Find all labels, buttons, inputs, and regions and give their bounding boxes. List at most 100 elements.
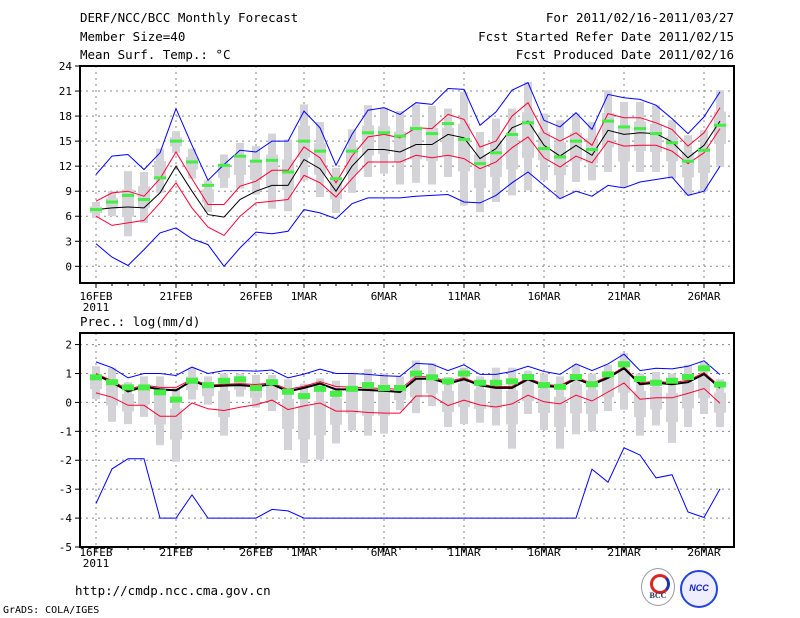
mode-marker	[362, 131, 374, 135]
y-tick-label: 0	[65, 260, 72, 273]
mode-marker	[650, 132, 662, 136]
mode-marker	[346, 149, 358, 153]
ensemble-box	[570, 132, 582, 162]
mode-marker	[666, 377, 678, 384]
mode-marker	[202, 183, 214, 187]
ensemble-box	[698, 147, 710, 173]
forecast-period: For 2011/02/16-2011/03/27	[545, 10, 734, 25]
mode-marker	[666, 141, 678, 145]
ensemble-box	[602, 377, 614, 398]
x-tick-label: 1MAR	[291, 546, 318, 559]
mode-marker	[202, 382, 214, 389]
mode-marker	[234, 154, 246, 158]
ensemble-box	[506, 132, 518, 170]
mode-marker	[458, 370, 470, 377]
mode-marker	[538, 382, 550, 389]
ensemble-box	[714, 111, 726, 144]
mode-marker	[410, 127, 422, 131]
mode-marker	[234, 376, 246, 383]
ensemble-box	[394, 131, 406, 163]
mode-marker	[682, 374, 694, 381]
mode-marker	[154, 176, 166, 180]
mode-marker	[426, 132, 438, 136]
mode-marker	[522, 374, 534, 381]
x-tick-label: 6MAR	[371, 546, 398, 559]
ensemble-box	[650, 123, 662, 152]
mode-marker	[442, 122, 454, 126]
mode-marker	[298, 393, 310, 400]
mode-marker	[410, 370, 422, 377]
ensemble-box	[522, 112, 534, 158]
y-tick-label: 21	[59, 85, 72, 98]
y-tick-label: 24	[59, 60, 73, 73]
mode-marker	[506, 132, 518, 136]
y-tick-label: -3	[59, 483, 72, 496]
ensemble-box	[666, 136, 678, 162]
ensemble-box	[586, 389, 598, 414]
mode-marker	[698, 148, 710, 152]
x-tick-label: 11MAR	[447, 546, 480, 559]
ensemble-box	[346, 389, 358, 414]
x-tick-label: 16FEB	[79, 546, 112, 559]
mode-marker	[682, 159, 694, 163]
y-tick-label: -4	[59, 512, 73, 525]
y-tick-label: 1	[65, 367, 72, 380]
ensemble-box	[346, 147, 358, 174]
mode-marker	[282, 170, 294, 174]
mode-marker	[138, 384, 150, 391]
ensemble-box	[122, 189, 134, 217]
lower-spread-line	[95, 382, 721, 417]
x-tick-label: 6MAR	[371, 290, 398, 303]
mode-marker	[650, 379, 662, 386]
ensemble-box	[234, 155, 246, 175]
mode-marker	[554, 383, 566, 390]
ensemble-box	[154, 395, 166, 425]
ensemble-mean-line	[95, 120, 721, 218]
mode-marker	[186, 160, 198, 164]
ensemble-box	[554, 142, 566, 176]
ensemble-box	[634, 390, 646, 418]
mode-marker	[218, 163, 230, 167]
x-tick-label: 21FEB	[159, 290, 192, 303]
mode-marker	[298, 139, 310, 143]
ensemble-box	[458, 383, 470, 408]
ensemble-box	[138, 387, 150, 405]
mode-marker	[218, 377, 230, 384]
grads-credit: GrADS: COLA/IGES	[3, 605, 100, 616]
mode-marker	[474, 379, 486, 386]
ensemble-box	[506, 390, 518, 425]
x-tick-label: 16MAR	[527, 546, 560, 559]
ensemble-box	[682, 152, 694, 178]
ensemble-box	[266, 385, 278, 401]
mode-marker	[698, 365, 710, 372]
ensemble-min-line	[95, 447, 721, 519]
x-tick-label: 21FEB	[159, 546, 192, 559]
ensemble-box	[314, 401, 326, 436]
x-tick-label: 16FEB	[79, 290, 112, 303]
chart-title: DERF/NCC/BCC Monthly Forecast	[80, 10, 299, 25]
bcc-logo: BCC	[641, 568, 675, 606]
ensemble-box	[698, 376, 710, 399]
plot-frame	[79, 332, 735, 548]
x-tick-label: 11MAR	[447, 290, 480, 303]
ensemble-box	[282, 399, 294, 429]
mode-marker	[186, 377, 198, 384]
ensemble-box	[666, 392, 678, 423]
y-tick-label: 6	[65, 210, 72, 223]
mode-marker	[634, 376, 646, 383]
x-tick-label: 21MAR	[607, 546, 640, 559]
mode-marker	[314, 385, 326, 392]
x-tick-label: 21MAR	[607, 290, 640, 303]
mode-marker	[378, 131, 390, 135]
mode-marker	[442, 378, 454, 385]
ensemble-box	[362, 125, 374, 156]
mode-marker	[266, 379, 278, 386]
plot-frame	[79, 65, 735, 284]
mode-marker	[490, 379, 502, 386]
ensemble-box	[362, 387, 374, 416]
ensemble-box	[442, 127, 454, 157]
mode-marker	[586, 147, 598, 151]
source-url[interactable]: http://cmdp.ncc.cma.gov.cn	[75, 583, 271, 598]
